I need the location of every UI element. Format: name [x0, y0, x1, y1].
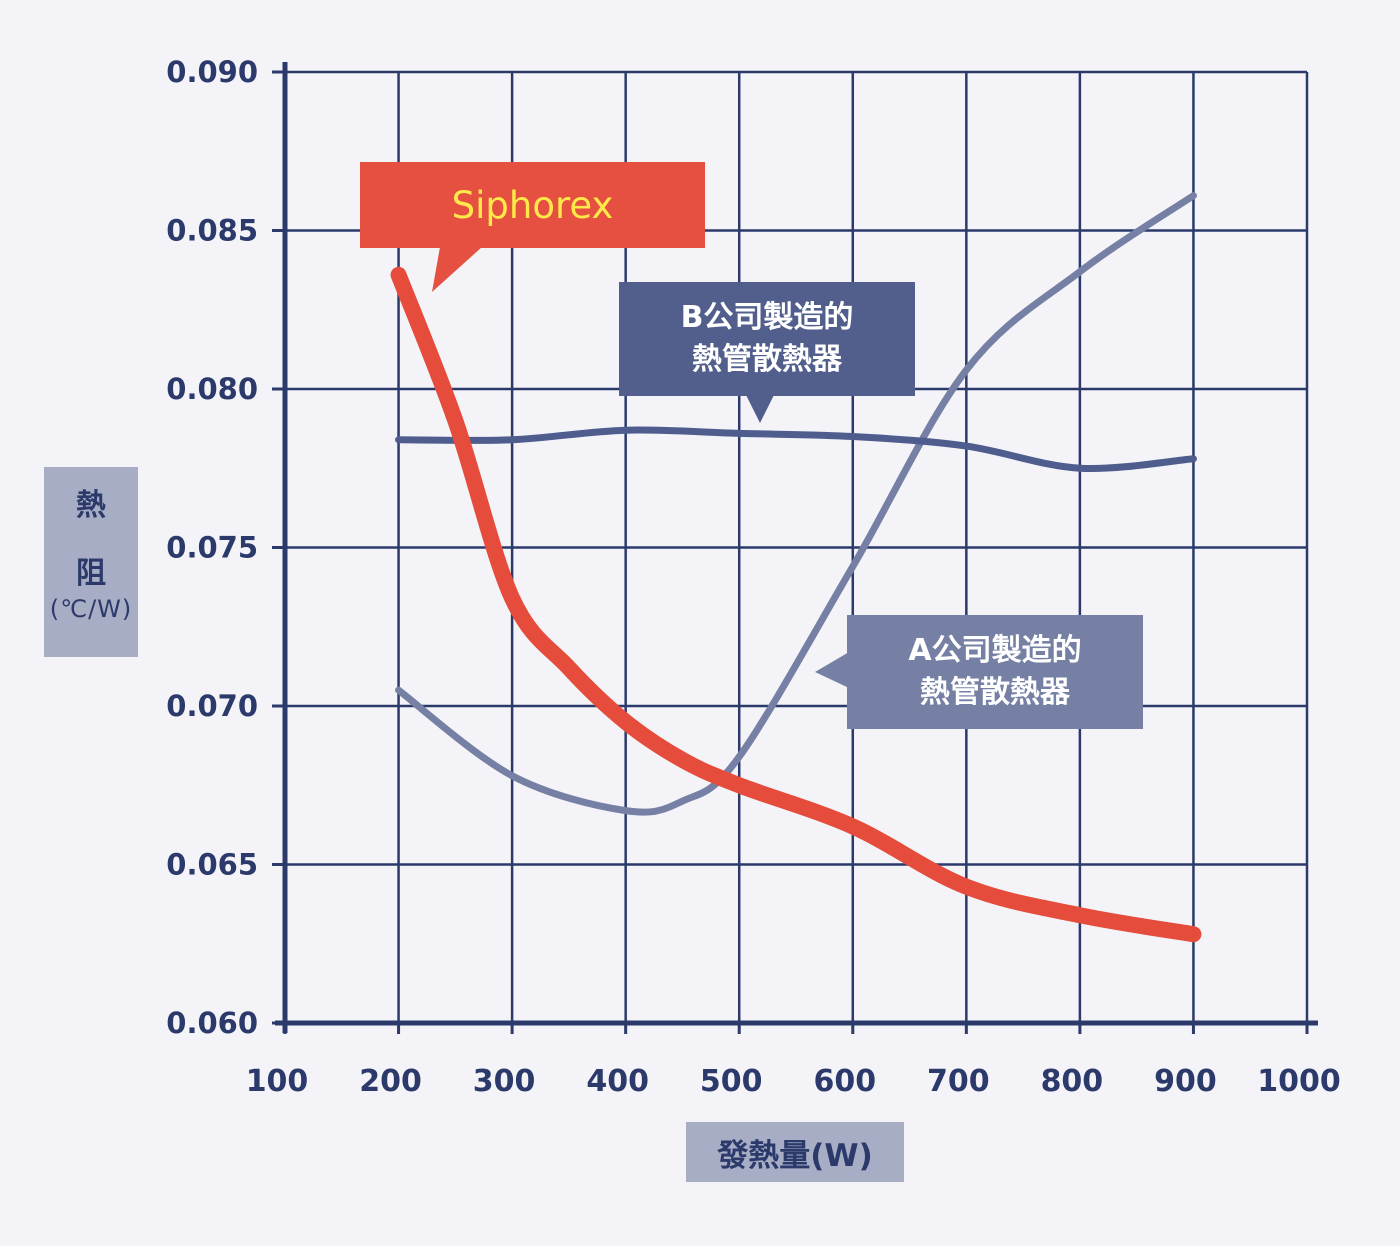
x-tick-label: 400 [586, 1064, 649, 1099]
y-tick-label: 0.090 [166, 55, 258, 89]
series-line-path [390, 266, 1202, 943]
b-callout-pointer [746, 395, 774, 423]
y-tick-label: 0.060 [166, 1006, 258, 1040]
b-callout-line-2: 熱管散熱器 [692, 342, 842, 377]
y-tick-label: 0.075 [166, 531, 258, 565]
x-tick-label: 800 [1041, 1064, 1104, 1099]
y-tick-label: 0.080 [166, 372, 258, 406]
x-tick-label: 900 [1154, 1064, 1217, 1099]
grid-lines [285, 70, 1309, 1023]
y-axis-ticks: 0.060 0.065 0.070 0.075 0.080 0.085 0.090 [166, 55, 285, 1040]
x-tick-label: 600 [813, 1064, 876, 1099]
a-company-callout: A公司製造的 熱管散熱器 [847, 615, 1143, 729]
y-axis-label-char-2: 阻 [76, 556, 106, 591]
y-tick-label: 0.085 [166, 214, 258, 248]
series-a-company-line [395, 192, 1197, 816]
siphorex-callout-text: Siphorex [451, 183, 614, 227]
x-tick-label: 700 [927, 1064, 990, 1099]
series-line-path [395, 192, 1197, 816]
series-line-path [395, 426, 1197, 473]
x-tick-label: 100 [246, 1064, 309, 1099]
y-axis-label-char-1: 熱 [76, 488, 106, 523]
a-callout-pointer [815, 652, 849, 688]
a-callout-line-2: 熱管散熱器 [920, 675, 1070, 710]
y-tick-label: 0.065 [166, 848, 258, 882]
x-tick-label: 200 [359, 1064, 422, 1099]
x-axis-label: 發熱量(W) [686, 1122, 904, 1182]
y-axis-label: 熱 阻 (℃/W) [44, 467, 138, 657]
x-tick-label: 500 [700, 1064, 763, 1099]
b-callout-line-1: B公司製造的 [680, 300, 854, 335]
x-axis-ticks: 100 200 300 400 500 600 700 800 900 1000 [246, 1023, 1341, 1099]
callout-pointers [432, 247, 849, 688]
series-siphorex-line [390, 266, 1202, 943]
siphorex-callout-pointer [432, 247, 482, 292]
b-company-callout: B公司製造的 熱管散熱器 [619, 282, 915, 396]
a-callout-line-1: A公司製造的 [908, 633, 1082, 668]
siphorex-callout: Siphorex [360, 162, 705, 248]
y-axis-label-unit: (℃/W) [49, 595, 133, 623]
series-b-company-line [395, 426, 1197, 473]
x-tick-label: 300 [473, 1064, 536, 1099]
x-tick-label: 1000 [1257, 1064, 1341, 1099]
y-tick-label: 0.070 [166, 689, 258, 723]
